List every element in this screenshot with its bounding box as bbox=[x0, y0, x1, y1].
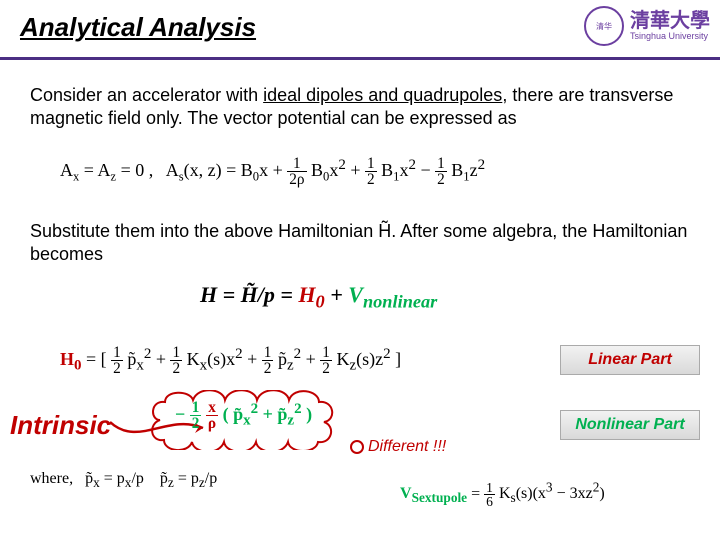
university-seal-icon: 清华 bbox=[584, 6, 624, 46]
intro-paragraph: Consider an accelerator with ideal dipol… bbox=[30, 84, 690, 129]
para1-prefix: Consider an accelerator with bbox=[30, 85, 263, 105]
different-annotation: Different !!! bbox=[350, 438, 446, 456]
linear-part-badge: Linear Part bbox=[560, 345, 700, 375]
para2-htilde: H̃ bbox=[378, 221, 391, 241]
nonlinear-intrinsic-term: − 12 xρ ( p̃x2 + p̃z2 ) bbox=[175, 400, 312, 432]
university-logo: 清华 清華大學 Tsinghua University bbox=[584, 6, 710, 46]
substitution-paragraph: Substitute them into the above Hamiltoni… bbox=[30, 220, 690, 265]
hamiltonian-split-equation: H = H̃/p = H0 + Vnonlinear bbox=[200, 282, 437, 312]
university-name-cn: 清華大學 bbox=[630, 10, 710, 32]
nonlinear-part-badge: Nonlinear Part bbox=[560, 410, 700, 440]
highlight-circle-icon bbox=[350, 440, 364, 454]
university-name-en: Tsinghua University bbox=[630, 32, 710, 42]
where-definition: where, p̃x = px/p p̃z = pz/p bbox=[30, 470, 217, 491]
sextupole-term: VSextupole = 16 Ks(s)(x3 − 3xz2) bbox=[400, 480, 605, 509]
para1-underlined: ideal dipoles and quadrupoles bbox=[263, 85, 502, 105]
para2-prefix: Substitute them into the above Hamiltoni… bbox=[30, 221, 378, 241]
vector-potential-equation: Ax = Az = 0 , As(x, z) = B0x + 12ρ B0x2 … bbox=[60, 156, 485, 188]
h0-equation: H0 = [ 12 p̃x2 + 12 Kx(s)x2 + 12 p̃z2 + … bbox=[60, 345, 401, 377]
slide-title: Analytical Analysis bbox=[20, 12, 256, 43]
university-name: 清華大學 Tsinghua University bbox=[630, 10, 710, 42]
intrinsic-annotation: Intrinsic bbox=[10, 410, 111, 441]
different-text: Different !!! bbox=[368, 438, 446, 456]
slide-header: Analytical Analysis 清华 清華大學 Tsinghua Uni… bbox=[0, 0, 720, 60]
